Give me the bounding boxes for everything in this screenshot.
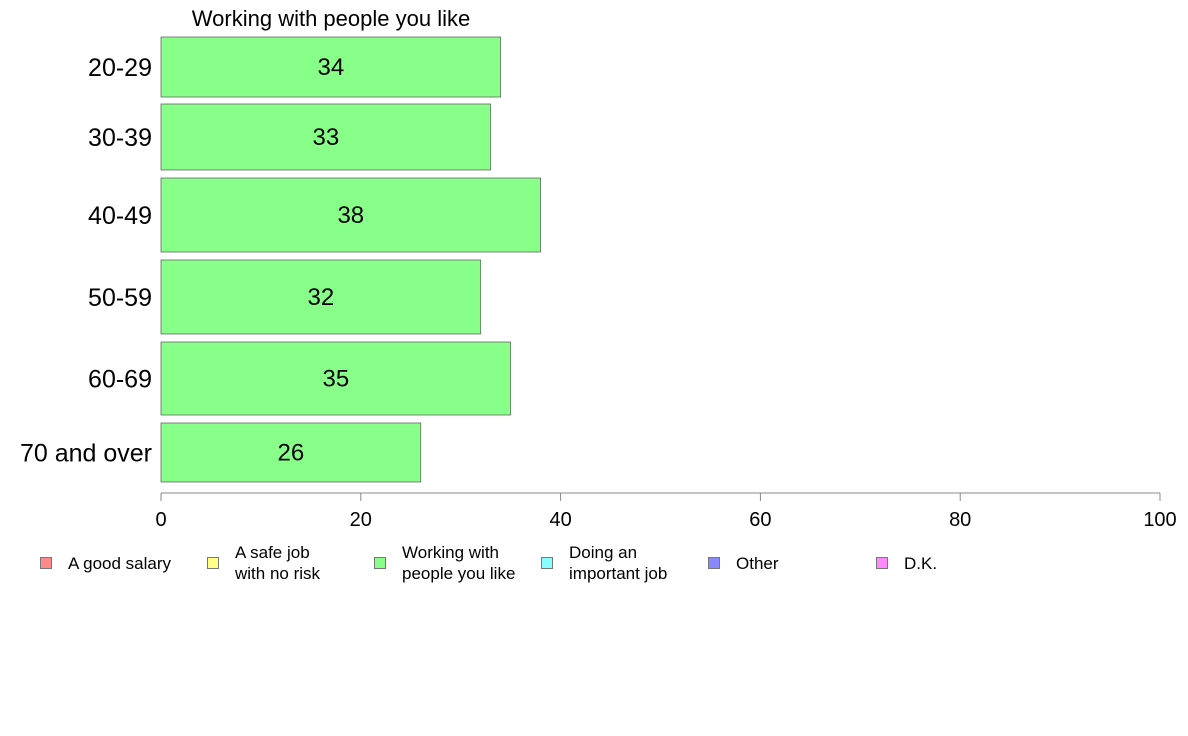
category-label: 20-29 xyxy=(88,54,152,82)
category-label: 40-49 xyxy=(88,202,152,230)
legend-item: A good salary xyxy=(40,540,171,586)
legend-label: D.K. xyxy=(904,553,938,573)
bar-50-59 xyxy=(160,259,482,335)
legend-swatch xyxy=(876,557,888,569)
bar-60-69 xyxy=(160,341,512,416)
legend-label: Other xyxy=(736,553,779,573)
legend-label: Doing an important job xyxy=(569,543,668,583)
x-tick-label: 40 xyxy=(549,509,571,531)
x-tick-label: 80 xyxy=(949,509,971,531)
category-label: 60-69 xyxy=(88,366,152,394)
legend: A good salary A safe job with no risk Work… xyxy=(0,540,1188,600)
category-label: 50-59 xyxy=(88,284,152,312)
bar-20-29 xyxy=(160,36,502,98)
legend-swatch xyxy=(207,557,219,569)
x-tick-label: 0 xyxy=(155,509,166,531)
legend-label: A good salary xyxy=(68,553,172,573)
legend-swatch xyxy=(374,557,386,569)
legend-swatch xyxy=(40,557,52,569)
legend-label: Working with people you like xyxy=(402,543,516,583)
legend-swatch xyxy=(541,557,553,569)
data-label: 33 xyxy=(312,124,339,151)
category-label: 30-39 xyxy=(88,124,152,152)
bar-40-49 xyxy=(160,177,542,253)
bar-70-and-over xyxy=(160,422,422,483)
x-tick-label: 100 xyxy=(1143,509,1176,531)
legend-label: A safe job with no risk xyxy=(235,543,321,583)
data-label: 26 xyxy=(278,440,305,467)
bar-chart: Working with people you like 34 20-29 33 30… xyxy=(20,6,1177,531)
x-tick-label: 20 xyxy=(350,509,372,531)
bar-30-39 xyxy=(160,103,492,171)
category-label: 70 and over xyxy=(20,440,152,468)
legend-item: Doing an important job xyxy=(541,540,667,586)
legend-item: Working with people you like xyxy=(374,540,515,586)
data-label: 32 xyxy=(307,284,334,311)
legend-swatch xyxy=(708,557,720,569)
legend-item: Other xyxy=(708,540,779,586)
data-label: 38 xyxy=(337,202,364,229)
data-label: 35 xyxy=(322,366,349,393)
data-label: 34 xyxy=(317,54,344,81)
x-tick-label: 60 xyxy=(749,509,771,531)
chart-title: Working with people you like xyxy=(192,6,470,31)
legend-item: D.K. xyxy=(876,540,937,586)
legend-item: A safe job with no risk xyxy=(207,540,320,586)
